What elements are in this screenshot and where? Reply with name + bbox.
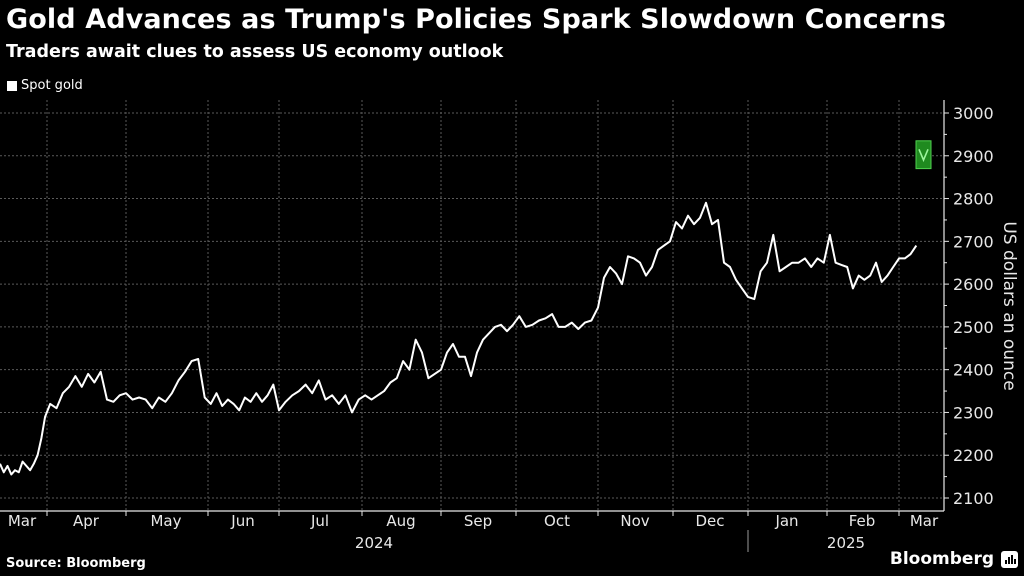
- y-tick-label-2500: 2500: [953, 318, 994, 337]
- y-tick-label-2600: 2600: [953, 275, 994, 294]
- brand-logo-text: Bloomberg: [889, 549, 994, 569]
- x-tick-label-sep-6: Sep: [464, 512, 492, 530]
- x-tick-label-nov-8: Nov: [620, 512, 649, 530]
- x-year-label-2024: 2024: [355, 534, 393, 552]
- x-tick-label-apr-1: Apr: [73, 512, 100, 530]
- y-tick-label-2100: 2100: [953, 489, 994, 508]
- y-tick-label-2400: 2400: [953, 361, 994, 380]
- source-note: Source: Bloomberg: [6, 556, 146, 571]
- latest-highlight-box: [915, 140, 932, 170]
- x-tick-label-mar-12: Mar: [910, 512, 939, 530]
- chart-title: Gold Advances as Trump's Policies Spark …: [6, 4, 947, 35]
- x-tick-label-aug-5: Aug: [386, 512, 415, 530]
- y-tick-label-2200: 2200: [953, 446, 994, 465]
- y-tick-label-2700: 2700: [953, 232, 994, 251]
- y-tick-label-2800: 2800: [953, 190, 994, 209]
- chart-subtitle: Traders await clues to assess US economy…: [6, 42, 504, 62]
- latest-highlight-line: [918, 149, 929, 163]
- x-tick-label-oct-7: Oct: [544, 512, 570, 530]
- legend-swatch-spot-gold: [7, 80, 17, 91]
- x-tick-label-may-2: May: [150, 512, 181, 530]
- legend-label-spot-gold: Spot gold: [21, 78, 83, 93]
- series-line-spot-gold: [0, 201, 918, 476]
- x-tick-label-feb-11: Feb: [849, 512, 876, 530]
- y-tick-label-2300: 2300: [953, 403, 994, 422]
- x-tick-label-dec-9: Dec: [695, 512, 724, 530]
- x-tick-label-mar-0: Mar: [8, 512, 37, 530]
- x-tick-label-jun-3: Jun: [230, 512, 254, 530]
- y-tick-label-3000: 3000: [953, 104, 994, 123]
- bar-chart-icon: [1001, 551, 1018, 568]
- x-tick-label-jul-4: Jul: [310, 512, 329, 530]
- y-tick-label-2900: 2900: [953, 147, 994, 166]
- y-axis-label: US dollars an ounce: [999, 221, 1019, 390]
- x-tick-label-jan-10: Jan: [774, 512, 798, 530]
- legend: Spot gold: [7, 78, 83, 93]
- x-year-label-2025: 2025: [827, 534, 865, 552]
